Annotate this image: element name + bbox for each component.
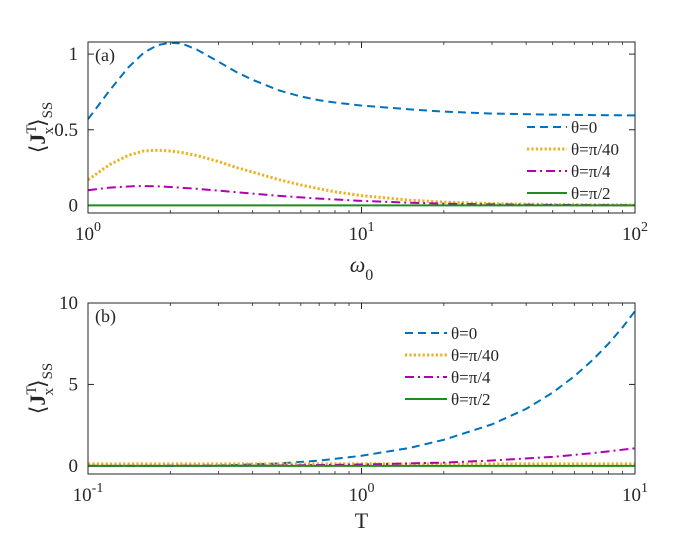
- x-axis-label-main: ω: [350, 252, 366, 277]
- x-tick-base: 10: [349, 485, 368, 506]
- y-axis-label: ⟨JTx⟩SS: [24, 102, 57, 154]
- y-label-tail: SS: [40, 363, 56, 380]
- y-axis-label: ⟨JTx⟩SS: [24, 363, 57, 415]
- y-label-main: J: [25, 395, 50, 406]
- x-axis-label-main: T: [355, 508, 369, 533]
- x-tick-label: 101: [622, 481, 648, 506]
- x-tick-label: 101: [349, 220, 375, 245]
- legend-entry-label: θ=π/4: [571, 162, 611, 181]
- x-tick-label: 100: [349, 481, 375, 506]
- y-tick-label: 0.5: [54, 120, 78, 141]
- legend-entry-label: θ=0: [451, 324, 477, 343]
- y-tick-label: 5: [69, 374, 79, 395]
- series-line-2: [87, 447, 636, 467]
- panel-label: (b): [95, 306, 116, 327]
- y-label-sub: x: [41, 388, 57, 396]
- axes-box: [87, 41, 636, 214]
- x-tick-exponent: 0: [368, 481, 375, 496]
- y-label-tail: SS: [40, 102, 56, 119]
- legend-entry-label: θ=π/4: [451, 368, 491, 387]
- y-label-open: ⟨: [25, 145, 50, 154]
- y-tick-label: 10: [59, 293, 78, 314]
- y-tick-label: 1: [69, 44, 79, 65]
- legend-entry-label: θ=π/40: [571, 140, 619, 159]
- y-label-main: J: [25, 134, 50, 145]
- x-tick-exponent: 0: [94, 220, 101, 235]
- y-label-sup: T: [24, 386, 40, 395]
- y-label-sub: x: [41, 127, 57, 135]
- x-tick-label: 100: [75, 220, 101, 245]
- x-axis-label: ω0: [350, 252, 374, 284]
- x-tick-base: 10: [73, 485, 92, 506]
- x-tick-label: 102: [622, 220, 648, 245]
- x-tick-exponent: -1: [92, 481, 104, 496]
- x-axis-label: T: [355, 508, 369, 533]
- series-line-0: [88, 310, 636, 467]
- legend-entry-label: θ=π/2: [451, 390, 491, 409]
- series-line-2: [87, 185, 636, 207]
- panel-b: 10-1 100 1010510(b)θ=0θ=π/40θ=π/4θ=π/2T⟨JT…: [24, 293, 648, 533]
- x-tick-base: 10: [622, 224, 641, 245]
- y-label-close: ⟩: [25, 379, 50, 388]
- y-label-sup: T: [24, 125, 40, 134]
- x-tick-base: 10: [349, 224, 368, 245]
- x-tick-exponent: 1: [368, 220, 375, 235]
- legend-entry-label: θ=π/40: [451, 346, 499, 365]
- legend-entry-label: θ=0: [571, 118, 597, 137]
- y-tick-label: 0: [69, 456, 79, 477]
- x-tick-base: 10: [75, 224, 94, 245]
- x-tick-label: 10-1: [73, 481, 104, 506]
- x-axis-label-subscript: 0: [365, 267, 373, 284]
- plot-area: [88, 303, 635, 474]
- axes-box: [87, 302, 636, 475]
- series-line-0: [87, 41, 636, 120]
- panel-label: (a): [95, 45, 115, 66]
- legend-entry-label: θ=π/2: [571, 184, 611, 203]
- x-tick-base: 10: [622, 485, 641, 506]
- y-label-open: ⟨: [25, 406, 50, 415]
- y-tick-label: 0: [69, 195, 79, 216]
- x-tick-exponent: 2: [641, 220, 648, 235]
- x-tick-exponent: 1: [641, 481, 648, 496]
- series-line-1: [87, 148, 636, 207]
- y-label-close: ⟩: [25, 118, 50, 127]
